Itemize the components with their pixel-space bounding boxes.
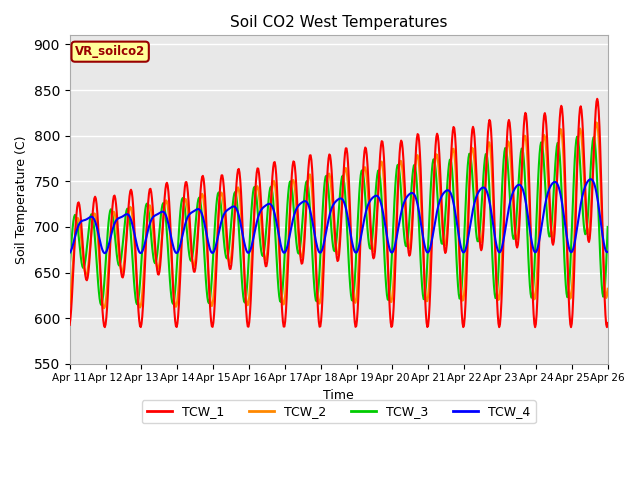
TCW_1 (186, 211, 193, 217)
TCW_4 (587, 176, 595, 182)
TCW_1 (604, 320, 612, 326)
TCW_2 (186, 237, 194, 242)
TCW_1 (420, 254, 428, 260)
Title: Soil CO2 West Temperatures: Soil CO2 West Temperatures (230, 15, 447, 30)
TCW_4 (420, 241, 428, 247)
Text: VR_soilco2: VR_soilco2 (75, 45, 145, 58)
TCW_1 (76, 202, 83, 208)
TCW_3 (604, 224, 612, 230)
X-axis label: Time: Time (323, 389, 354, 402)
TCW_2 (66, 301, 74, 307)
TCW_4 (101, 250, 109, 256)
TCW_2 (404, 245, 412, 251)
TCW_2 (132, 258, 140, 264)
TCW_1 (214, 229, 221, 235)
TCW_4 (604, 249, 612, 255)
TCW_1 (66, 322, 74, 328)
TCW_2 (420, 273, 428, 279)
TCW_3 (573, 134, 581, 140)
TCW_3 (76, 240, 83, 246)
TCW_4 (76, 221, 83, 227)
TCW_4 (132, 236, 140, 242)
TCW_1 (593, 96, 601, 102)
TCW_4 (404, 192, 412, 198)
TCW_2 (76, 220, 83, 226)
TCW_2 (100, 305, 108, 311)
Y-axis label: Soil Temperature (C): Soil Temperature (C) (15, 135, 28, 264)
TCW_3 (132, 295, 140, 301)
TCW_2 (593, 120, 600, 125)
TCW_3 (215, 190, 223, 195)
TCW_3 (66, 265, 74, 271)
TCW_3 (420, 297, 428, 302)
Line: TCW_1: TCW_1 (70, 99, 608, 327)
TCW_4 (66, 250, 74, 256)
Legend: TCW_1, TCW_2, TCW_3, TCW_4: TCW_1, TCW_2, TCW_3, TCW_4 (141, 400, 536, 423)
TCW_4 (215, 231, 223, 237)
TCW_3 (404, 227, 412, 233)
TCW_1 (131, 232, 139, 238)
Line: TCW_4: TCW_4 (70, 179, 608, 253)
TCW_2 (604, 286, 612, 292)
Line: TCW_3: TCW_3 (70, 137, 608, 305)
TCW_2 (215, 211, 223, 216)
Line: TCW_2: TCW_2 (70, 122, 608, 308)
TCW_3 (97, 302, 105, 308)
TCW_4 (186, 211, 194, 216)
TCW_1 (531, 324, 539, 330)
TCW_3 (186, 256, 194, 262)
TCW_1 (404, 242, 412, 248)
